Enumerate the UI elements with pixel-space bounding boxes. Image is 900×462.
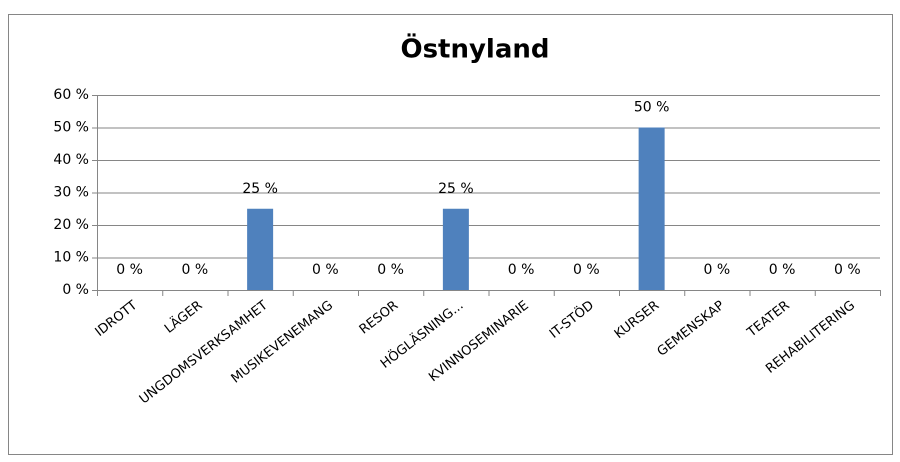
bar bbox=[247, 208, 274, 290]
y-tick-label: 10 % bbox=[53, 250, 89, 266]
y-tick-label: 60 % bbox=[53, 87, 89, 103]
data-label: 0 % bbox=[834, 262, 861, 278]
y-tick-label: 50 % bbox=[53, 120, 89, 136]
data-label: 50 % bbox=[634, 100, 670, 116]
bar bbox=[442, 208, 469, 290]
y-tick-label: 20 % bbox=[53, 217, 89, 233]
y-tick-label: 30 % bbox=[53, 185, 89, 201]
y-tick-label: 40 % bbox=[53, 152, 89, 168]
bar bbox=[638, 127, 665, 290]
data-label: 0 % bbox=[312, 262, 339, 278]
data-label: 0 % bbox=[377, 262, 404, 278]
data-label: 25 % bbox=[242, 181, 278, 197]
data-label: 0 % bbox=[704, 262, 731, 278]
data-label: 0 % bbox=[769, 262, 796, 278]
y-tick-label: 0 % bbox=[62, 282, 89, 298]
data-label: 0 % bbox=[116, 262, 143, 278]
data-label: 0 % bbox=[508, 262, 535, 278]
data-label: 0 % bbox=[182, 262, 209, 278]
chart-title: Östnyland bbox=[400, 32, 549, 65]
data-label: 0 % bbox=[573, 262, 600, 278]
data-label: 25 % bbox=[438, 181, 474, 197]
